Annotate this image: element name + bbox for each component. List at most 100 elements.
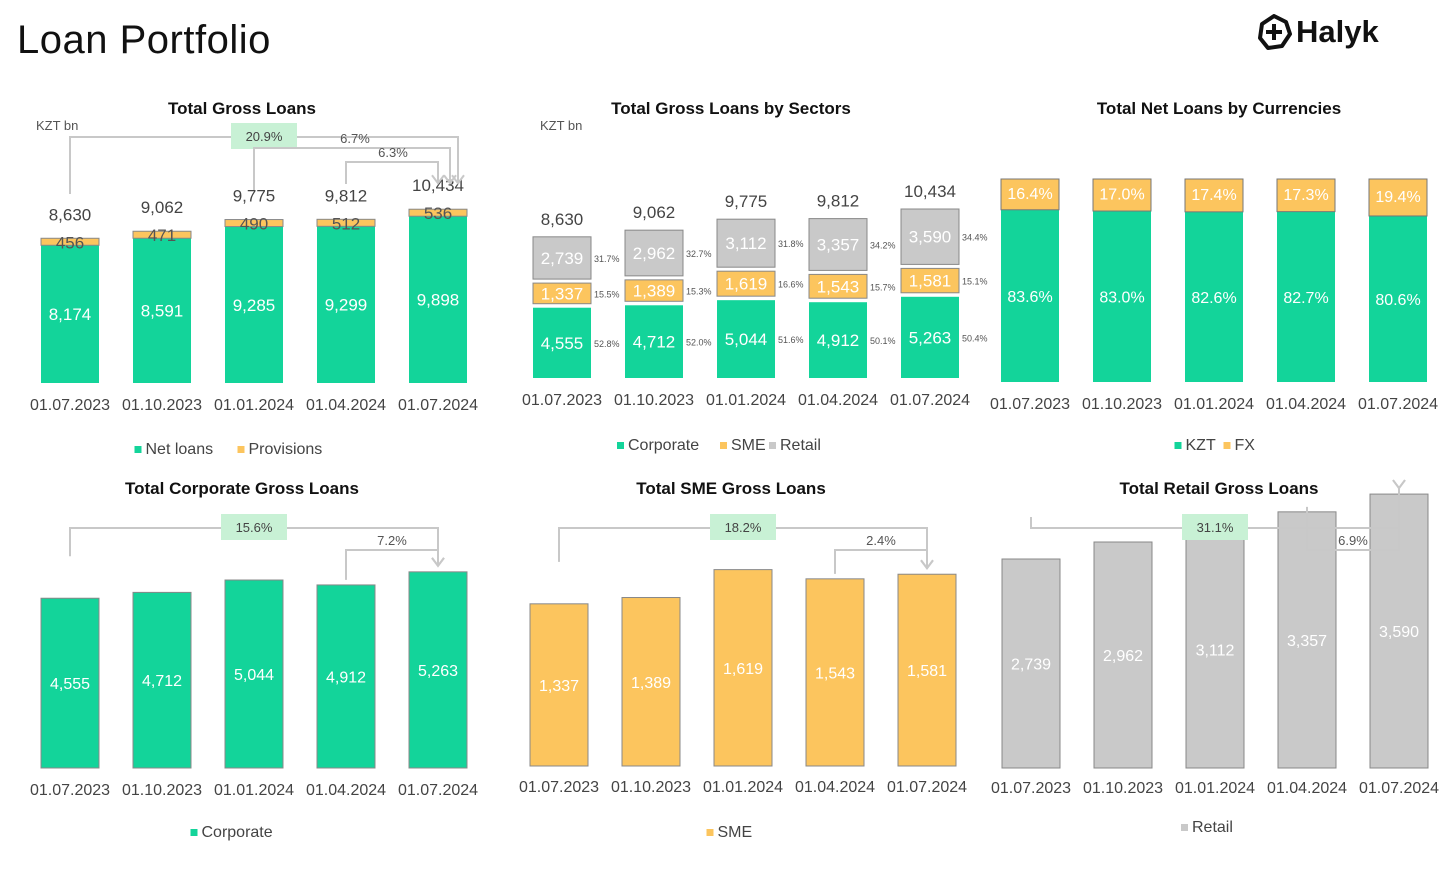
legend-swatch-net-loans [134,446,142,453]
chart-title: Total Corporate Gross Loans [125,479,359,498]
page-title: Loan Portfolio [17,18,271,62]
bar-fx [1092,178,1152,212]
bar-label-retail: 3,112 [1196,642,1235,659]
bar-label-net-loans: 9,299 [325,296,368,315]
growth-label: 31.1% [1197,520,1234,535]
bar-fx [1000,178,1060,211]
bar-label-provisions: 471 [148,226,176,245]
category-label: 01.10.2023 [122,782,202,799]
category-label: 01.10.2023 [1082,396,1162,413]
bar-label-corporate: 5,044 [725,330,768,349]
bar-label-retail: 2,739 [541,249,584,268]
total-label: 8,630 [49,205,92,224]
total-label: 10,434 [904,182,956,201]
unit-label: KZT bn [36,118,78,133]
category-label: 01.07.2023 [991,780,1071,797]
total-label: 9,812 [817,192,860,211]
bar-label-fx: 17.0% [1099,187,1144,204]
growth-badge [1182,514,1248,540]
growth-arrow [431,174,445,185]
growth-arrow [443,174,457,185]
chart-net-loans-by-currencies: Total Net Loans by Currencies 83.6% 16.4% 0… [978,90,1456,510]
bar-corporate [533,307,591,378]
growth-label: 6.3% [378,145,408,160]
bar-corporate [809,302,867,378]
share-label-sme: 15.1% [962,277,988,287]
bar-sme [805,578,865,767]
growth-bracket [834,549,928,574]
chart-sme-gross-loans-svg: Total SME Gross Loans 1,337 01.07.2023 1,38… [519,479,967,841]
total-label: 9,812 [325,186,368,205]
bar-corporate [132,591,192,769]
bar-sme [808,273,868,299]
legend-label-sme: SME [731,437,766,454]
bar-corporate [224,579,284,769]
growth-arrow [920,559,934,570]
chart-corporate-gross-loans-svg: Total Corporate Gross Loans 4,555 01.07.20… [30,479,478,841]
chart-sme-gross-loans: Total SME Gross Loans 1,337 01.07.2023 1,38… [500,470,980,890]
growth-bracket [345,161,439,184]
bar-provisions [132,230,192,239]
bar-label-retail: 2,739 [1011,657,1051,674]
share-label-retail: 31.7% [594,254,620,264]
bar-label-retail: 3,590 [1379,624,1419,641]
bar-label-kzt: 83.0% [1099,290,1144,307]
legend-label-sme: SME [718,824,753,841]
growth-arrow [1392,479,1406,490]
category-label: 01.04.2024 [1266,396,1346,413]
bar-label-corporate: 4,555 [541,334,584,353]
bar-corporate [625,305,683,378]
growth-label: 7.2% [377,533,407,548]
legend-label-retail: Retail [780,437,821,454]
bar-label-kzt: 82.7% [1283,290,1328,307]
category-label: 01.04.2024 [1267,780,1347,797]
bar-kzt [1001,209,1059,382]
bar-sme [900,267,960,294]
bar-label-net-loans: 8,174 [49,305,92,324]
bar-retail [1277,511,1337,769]
bar-label-kzt: 82.6% [1191,290,1236,307]
bar-fx [1368,178,1428,217]
category-label: 01.10.2023 [122,397,202,414]
share-label-corporate: 52.0% [686,338,712,348]
bar-label-sme: 1,619 [723,661,763,678]
category-label: 01.07.2024 [887,779,967,796]
growth-arrow [431,557,445,568]
share-label-retail: 34.4% [962,233,988,243]
share-label-retail: 31.8% [778,239,804,249]
legend-label-kzt: KZT [1186,437,1216,454]
bar-label-retail: 2,962 [633,244,676,263]
bar-sme [624,279,684,302]
category-label: 01.01.2024 [1175,780,1255,797]
chart-retail-gross-loans-svg: Total Retail Gross Loans 2,739 01.07.2023 2… [991,479,1439,836]
bar-retail [716,218,776,268]
bar-label-sme: 1,389 [633,282,676,301]
bar-corporate [40,597,100,769]
category-label: 01.07.2023 [30,782,110,799]
bar-net-loans [409,216,467,383]
bar-label-retail: 3,357 [1287,633,1327,650]
legend-swatch-fx [1223,442,1231,449]
bar-retail [1001,558,1061,769]
category-label: 01.10.2023 [1083,780,1163,797]
bar-label-corporate: 5,263 [909,328,952,347]
legend-swatch-sme [706,829,714,836]
bar-sme [532,282,592,305]
growth-badge [221,514,287,540]
legend-label-provisions: Provisions [249,441,323,458]
category-label: 01.04.2024 [798,392,878,409]
legend-label-fx: FX [1235,437,1256,454]
halyk-logo: Halyk [1256,12,1379,52]
share-label-retail: 34.2% [870,241,896,251]
legend-label-net-loans: Net loans [146,441,214,458]
chart-title: Total Gross Loans by Sectors [611,99,851,118]
growth-label: 2.4% [866,533,896,548]
bar-net-loans [225,226,283,383]
bar-sme [621,597,681,767]
category-label: 01.07.2024 [398,782,478,799]
bar-label-kzt: 80.6% [1375,292,1420,309]
category-label: 01.07.2023 [519,779,599,796]
bar-label-fx: 17.4% [1191,187,1236,204]
bar-label-fx: 16.4% [1007,186,1052,203]
bar-label-retail: 3,357 [817,236,860,255]
